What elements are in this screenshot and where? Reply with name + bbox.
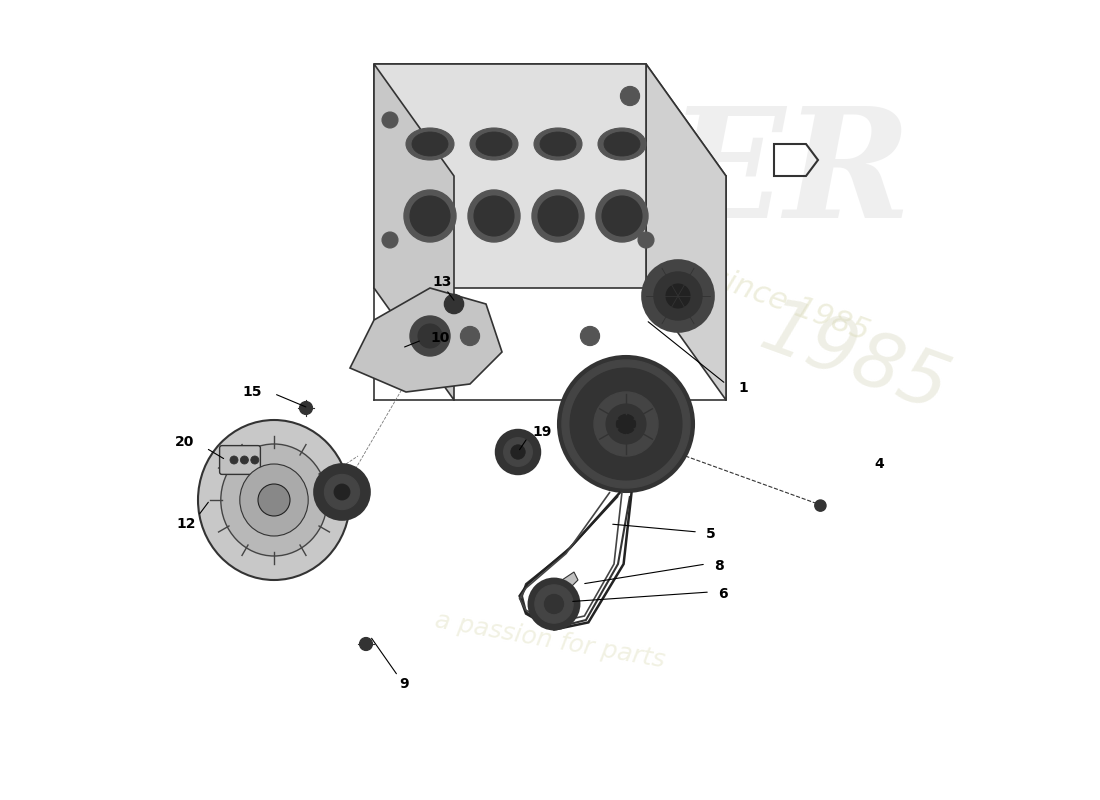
- Text: 12: 12: [176, 517, 196, 531]
- Circle shape: [638, 232, 654, 248]
- Ellipse shape: [666, 284, 690, 308]
- Circle shape: [230, 456, 238, 464]
- Circle shape: [528, 578, 580, 630]
- Text: 19: 19: [532, 425, 552, 439]
- Text: 20: 20: [175, 434, 194, 449]
- Ellipse shape: [470, 128, 518, 160]
- FancyBboxPatch shape: [220, 446, 261, 474]
- Circle shape: [815, 500, 826, 511]
- Circle shape: [251, 456, 258, 464]
- Text: 1: 1: [738, 381, 748, 395]
- Ellipse shape: [468, 190, 520, 242]
- Polygon shape: [374, 64, 454, 400]
- Circle shape: [382, 112, 398, 128]
- Ellipse shape: [221, 444, 327, 556]
- Circle shape: [410, 316, 450, 356]
- Text: 9: 9: [399, 677, 409, 691]
- Text: 13: 13: [432, 274, 452, 289]
- Ellipse shape: [410, 196, 450, 236]
- Circle shape: [258, 484, 290, 516]
- Circle shape: [616, 414, 636, 434]
- Text: 4: 4: [874, 457, 883, 471]
- Circle shape: [418, 324, 442, 348]
- Ellipse shape: [198, 420, 350, 580]
- Text: since 1985: since 1985: [707, 262, 873, 346]
- Text: 6: 6: [718, 586, 727, 601]
- Circle shape: [382, 232, 398, 248]
- Ellipse shape: [240, 464, 308, 536]
- Circle shape: [334, 484, 350, 500]
- Text: 15: 15: [242, 385, 262, 399]
- Circle shape: [360, 638, 373, 650]
- Circle shape: [504, 438, 532, 466]
- Ellipse shape: [474, 196, 514, 236]
- Ellipse shape: [534, 128, 582, 160]
- Ellipse shape: [532, 190, 584, 242]
- Circle shape: [544, 594, 563, 614]
- Text: a passion for parts: a passion for parts: [433, 608, 667, 672]
- Polygon shape: [350, 288, 502, 392]
- Circle shape: [444, 294, 463, 314]
- Ellipse shape: [654, 272, 702, 320]
- Circle shape: [620, 86, 639, 106]
- Circle shape: [581, 326, 600, 346]
- Polygon shape: [543, 572, 578, 604]
- Circle shape: [314, 464, 370, 520]
- Circle shape: [324, 474, 360, 510]
- Circle shape: [558, 356, 694, 492]
- Circle shape: [496, 430, 540, 474]
- Circle shape: [299, 402, 312, 414]
- Text: 5: 5: [706, 526, 716, 541]
- Circle shape: [461, 326, 480, 346]
- Circle shape: [606, 404, 646, 444]
- Text: 1985: 1985: [750, 292, 958, 428]
- Ellipse shape: [642, 260, 714, 332]
- Text: 10: 10: [430, 330, 450, 345]
- Circle shape: [570, 368, 682, 480]
- Ellipse shape: [540, 132, 576, 156]
- Text: 8: 8: [714, 558, 724, 573]
- Polygon shape: [374, 64, 646, 288]
- Circle shape: [241, 456, 249, 464]
- Ellipse shape: [404, 190, 456, 242]
- Ellipse shape: [538, 196, 578, 236]
- Polygon shape: [374, 64, 726, 176]
- Ellipse shape: [602, 196, 642, 236]
- Ellipse shape: [604, 132, 640, 156]
- Circle shape: [594, 392, 658, 456]
- Ellipse shape: [476, 132, 512, 156]
- Circle shape: [535, 585, 573, 623]
- Circle shape: [562, 360, 690, 488]
- Ellipse shape: [598, 128, 646, 160]
- Ellipse shape: [412, 132, 448, 156]
- Ellipse shape: [406, 128, 454, 160]
- Circle shape: [510, 445, 525, 459]
- Ellipse shape: [596, 190, 648, 242]
- Polygon shape: [646, 64, 726, 400]
- Text: ER: ER: [669, 102, 912, 250]
